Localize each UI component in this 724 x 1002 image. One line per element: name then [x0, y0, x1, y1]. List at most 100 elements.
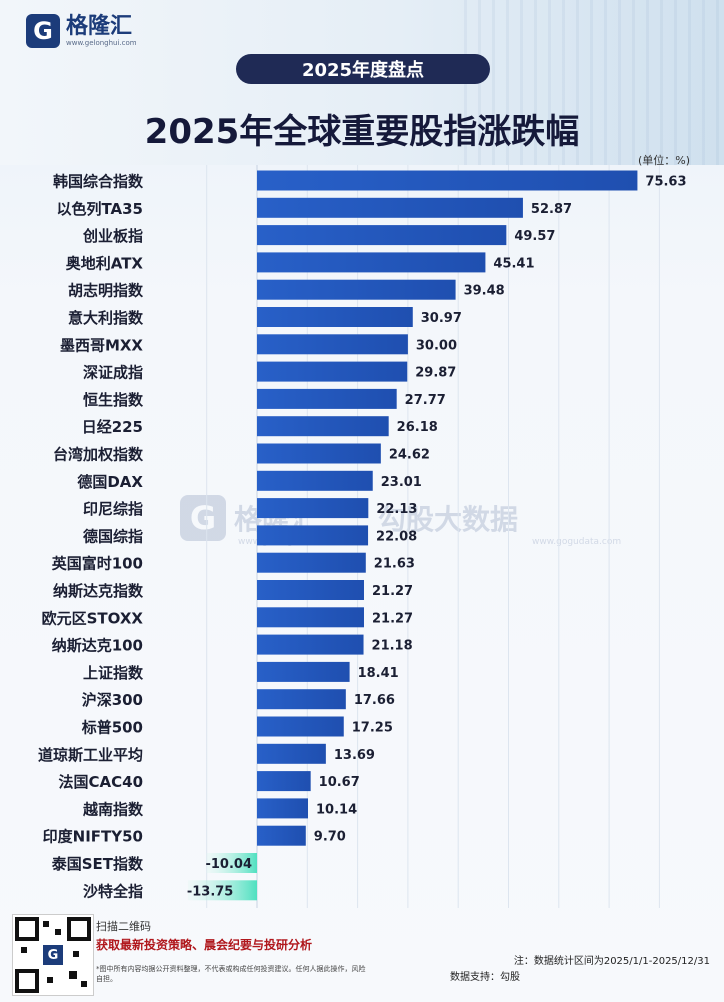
value-label: 22.08 [376, 529, 417, 544]
bar-positive [257, 470, 373, 491]
category-label: 印尼综指 [83, 500, 143, 518]
bar-positive [257, 580, 364, 600]
category-label: 越南指数 [82, 800, 144, 818]
value-label: 13.69 [334, 748, 375, 763]
category-label: 德国综指 [83, 527, 143, 545]
bar-positive [257, 225, 507, 246]
bar-positive [257, 388, 397, 409]
bar-positive [257, 361, 408, 382]
value-label: 9.70 [314, 830, 346, 845]
bar-positive [257, 279, 456, 300]
qr-code: G [12, 914, 94, 996]
category-label: 上证指数 [83, 664, 144, 682]
bar-positive [257, 307, 413, 327]
value-label: 21.63 [374, 557, 415, 572]
value-label: 22.13 [376, 502, 417, 517]
bar-negative [206, 853, 257, 873]
bar-positive [257, 552, 366, 573]
bar-positive [257, 525, 369, 546]
value-label: 45.41 [493, 256, 534, 271]
bar-positive [257, 416, 389, 437]
bar-positive [257, 498, 369, 519]
bar-positive [257, 689, 346, 710]
value-label: -13.75 [187, 884, 234, 899]
bar-positive [257, 771, 311, 792]
watermark-name-2: 勾股大数据 [378, 503, 519, 536]
bar-chart: 韩国综合指数 75.63 以色列TA35 52.87 创业板指 49.57 奥地利ATX 45… [38, 165, 687, 908]
category-label: 以色列TA35 [56, 200, 143, 218]
category-label: 泰国SET指数 [51, 855, 144, 873]
bar-positive [257, 607, 364, 628]
category-label: 印度NIFTY50 [43, 828, 143, 846]
data-period-note: 注：数据统计区间为2025/1/1-2025/12/31 [513, 956, 710, 967]
bar-positive [257, 743, 326, 764]
value-label: 30.00 [416, 338, 457, 353]
logo-mark: G [26, 14, 60, 48]
category-label: 沙特全指 [83, 882, 143, 900]
value-label: 52.87 [531, 202, 572, 217]
value-label: 10.14 [316, 802, 357, 817]
category-label: 胡志明指数 [68, 282, 144, 300]
category-label: 德国DAX [77, 473, 143, 491]
value-label: 24.62 [389, 448, 430, 463]
value-label: 29.87 [415, 366, 456, 381]
category-label: 标普500 [81, 719, 143, 737]
footer: G 扫描二维码 获取最新投资策略、晨会纪要与投研分析 *图中所有内容均据公开资料… [0, 912, 724, 1002]
value-label: 23.01 [381, 475, 422, 490]
bar-positive [257, 197, 523, 218]
logo: G 格隆汇 www.gelonghui.com [26, 14, 137, 48]
disclaimer: *图中所有内容均据公开资料整理，不代表或构成任何投资建议。任何人据此操作，风险自… [96, 965, 366, 983]
bar-positive [257, 443, 381, 464]
value-label: 18.41 [358, 666, 399, 681]
category-label: 纳斯达克指数 [53, 582, 144, 600]
value-label: -10.04 [205, 857, 252, 872]
category-label: 纳斯达克100 [52, 637, 143, 655]
promo-text: 获取最新投资策略、晨会纪要与投研分析 [96, 938, 313, 952]
category-label: 道琼斯工业平均 [38, 746, 143, 764]
value-label: 10.67 [319, 775, 360, 790]
header-background [0, 0, 724, 165]
value-label: 39.48 [464, 284, 505, 299]
category-label: 沪深300 [82, 691, 143, 709]
value-label: 21.27 [372, 611, 413, 626]
bar-negative [187, 880, 257, 901]
bar-positive [257, 252, 486, 273]
watermark-mark: G [180, 495, 226, 541]
bar-positive [257, 634, 364, 655]
category-label: 意大利指数 [68, 309, 144, 327]
bar-positive [257, 661, 350, 682]
logo-name: 格隆汇 [66, 13, 133, 39]
bar-positive [257, 825, 306, 846]
bar-positive [257, 334, 408, 355]
category-label: 欧元区STOXX [42, 609, 144, 627]
bar-positive [257, 716, 344, 737]
watermark-url-2: www.gogudata.com [532, 537, 622, 547]
category-label: 墨西哥MXX [60, 336, 143, 354]
category-label: 韩国综合指数 [53, 173, 144, 191]
category-label: 创业板指 [82, 227, 143, 245]
value-label: 49.57 [514, 229, 555, 244]
value-label: 21.18 [372, 639, 413, 654]
qr-logo: G [43, 945, 63, 965]
unit-label: (单位：%) [638, 154, 691, 167]
value-label: 30.97 [421, 311, 462, 326]
value-label: 21.27 [372, 584, 413, 599]
category-label: 恒生指数 [83, 391, 144, 409]
category-label: 法国CAC40 [59, 773, 144, 791]
value-label: 17.25 [352, 721, 393, 736]
bar-positive [257, 170, 638, 191]
category-label: 英国富时100 [52, 555, 143, 573]
value-label: 26.18 [397, 420, 438, 435]
category-label: 台湾加权指数 [53, 446, 144, 464]
value-label: 75.63 [645, 175, 686, 190]
logo-url: www.gelonghui.com [66, 38, 137, 47]
category-label: 日经225 [82, 418, 143, 436]
year-review-badge: 2025年度盘点 [236, 54, 490, 84]
category-label: 奥地利ATX [66, 254, 144, 272]
value-label: 27.77 [405, 393, 446, 408]
data-source: 数据支持：勾股 [450, 972, 520, 983]
category-label: 深证成指 [83, 364, 143, 382]
value-label: 17.66 [354, 693, 395, 708]
bar-positive [257, 798, 309, 819]
scan-prompt: 扫描二维码 [96, 920, 151, 933]
